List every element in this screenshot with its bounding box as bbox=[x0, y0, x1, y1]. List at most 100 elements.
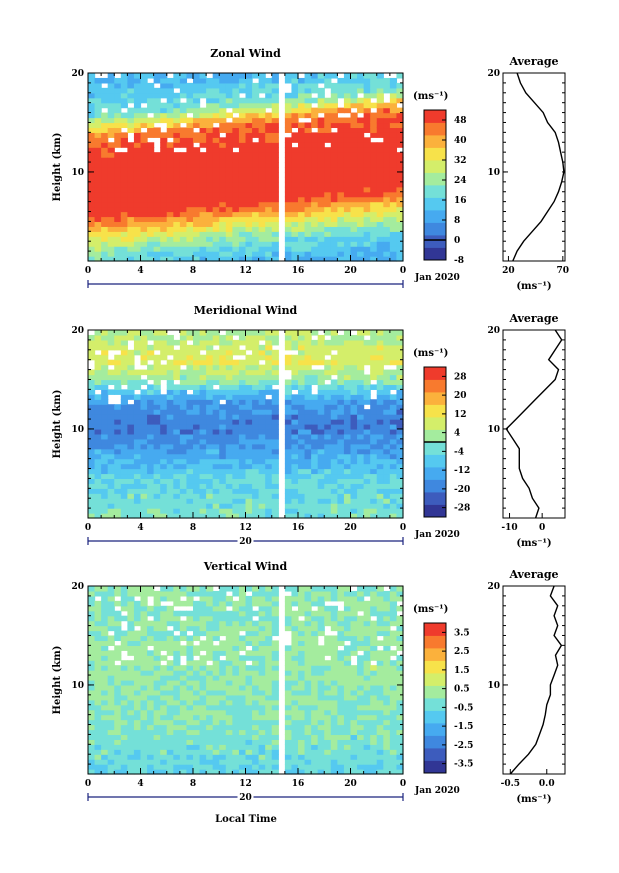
heatmap-cell bbox=[291, 635, 299, 642]
heatmap-cell bbox=[186, 503, 194, 509]
heatmap-cell bbox=[120, 364, 128, 371]
heatmap-cell bbox=[160, 87, 168, 94]
heatmap-cell bbox=[140, 167, 148, 173]
heatmap-cell bbox=[94, 508, 102, 514]
heatmap-cell bbox=[304, 493, 312, 499]
heatmap-cell bbox=[389, 493, 398, 499]
heatmap-cell bbox=[101, 404, 109, 410]
heatmap-cell bbox=[324, 513, 332, 519]
heatmap-cell bbox=[179, 749, 188, 755]
heatmap-cell bbox=[343, 394, 352, 400]
heatmap-cell bbox=[258, 645, 266, 651]
heatmap-cell bbox=[206, 409, 214, 415]
heatmap-cell bbox=[396, 137, 404, 143]
heatmap-cell bbox=[114, 424, 122, 430]
heatmap-cell bbox=[120, 630, 128, 637]
heatmap-cell bbox=[225, 463, 233, 470]
heatmap-cell bbox=[160, 620, 168, 627]
heatmap-cell bbox=[232, 630, 240, 637]
heatmap-cell bbox=[383, 186, 391, 193]
heatmap-cell bbox=[265, 369, 273, 376]
heatmap-cell bbox=[304, 251, 312, 257]
heatmap-cell bbox=[271, 699, 279, 706]
heatmap-cell bbox=[133, 404, 142, 410]
heatmap-cell bbox=[193, 724, 201, 731]
heatmap-cell bbox=[120, 409, 128, 415]
heatmap-cell bbox=[376, 73, 384, 79]
heatmap-cell bbox=[258, 112, 266, 119]
heatmap-cell bbox=[396, 171, 404, 178]
heatmap-cell bbox=[350, 201, 358, 208]
heatmap-cell bbox=[120, 152, 128, 158]
heatmap-cell bbox=[238, 424, 247, 430]
heatmap-cell bbox=[147, 349, 155, 356]
heatmap-cell bbox=[147, 87, 155, 94]
heatmap-cell bbox=[147, 754, 155, 760]
heatmap-cell bbox=[133, 256, 142, 262]
heatmap-cell bbox=[370, 428, 378, 435]
heatmap-cell bbox=[179, 650, 188, 656]
heatmap-cell bbox=[317, 87, 325, 94]
heatmap-cell bbox=[271, 102, 279, 109]
heatmap-cell bbox=[160, 102, 168, 109]
heatmap-cell bbox=[284, 186, 293, 193]
heatmap-cell bbox=[88, 157, 96, 163]
heatmap-cell bbox=[232, 620, 240, 627]
heatmap-cell bbox=[166, 216, 174, 223]
colorbar-segment bbox=[424, 417, 446, 430]
heatmap-cell bbox=[153, 191, 161, 198]
heatmap-cell bbox=[179, 675, 188, 681]
heatmap-cell bbox=[94, 394, 102, 400]
heatmap-cell bbox=[252, 488, 260, 494]
heatmap-cell bbox=[206, 221, 214, 227]
heatmap-cell bbox=[350, 196, 358, 203]
heatmap-cell bbox=[127, 769, 135, 775]
heatmap-cell bbox=[252, 73, 260, 79]
heatmap-cell bbox=[324, 97, 332, 104]
heatmap-cell bbox=[193, 122, 201, 129]
heatmap-cell bbox=[304, 744, 312, 750]
heatmap-cell bbox=[88, 339, 96, 346]
heatmap-cell bbox=[337, 87, 345, 94]
heatmap-cell bbox=[120, 419, 128, 425]
heatmap-cell bbox=[127, 330, 135, 336]
heatmap-cell bbox=[219, 201, 227, 208]
heatmap-cell bbox=[337, 191, 345, 198]
heatmap-cell bbox=[193, 359, 201, 366]
heatmap-cell bbox=[206, 191, 214, 198]
heatmap-cell bbox=[127, 650, 135, 656]
heatmap-cell bbox=[304, 181, 312, 188]
heatmap-cell bbox=[166, 241, 174, 247]
heatmap-cell bbox=[330, 176, 338, 183]
heatmap-cell bbox=[166, 448, 174, 455]
heatmap-cell bbox=[186, 191, 194, 198]
heatmap-cell bbox=[147, 719, 155, 726]
heatmap-cell bbox=[357, 157, 365, 163]
heatmap-cell bbox=[114, 379, 122, 386]
heatmap-cell bbox=[252, 226, 260, 232]
heatmap-cell bbox=[245, 167, 253, 173]
heatmap-cell bbox=[291, 694, 299, 701]
heatmap-cell bbox=[140, 513, 148, 519]
heatmap-cell bbox=[114, 384, 122, 390]
heatmap-cell bbox=[258, 694, 266, 701]
heatmap-cell bbox=[88, 394, 96, 400]
heatmap-cell bbox=[396, 142, 404, 148]
heatmap-cell bbox=[396, 404, 404, 410]
heatmap-cell bbox=[376, 112, 384, 119]
heatmap-cell bbox=[225, 680, 233, 686]
heatmap-cell bbox=[179, 610, 188, 617]
heatmap-cell bbox=[88, 468, 96, 475]
heatmap-cell bbox=[199, 759, 207, 765]
heatmap-cell bbox=[160, 448, 168, 455]
heatmap-cell bbox=[258, 419, 266, 425]
heatmap-cell bbox=[284, 508, 293, 514]
heatmap-cell bbox=[245, 127, 253, 133]
heatmap-cell bbox=[324, 409, 332, 415]
heatmap-cell bbox=[343, 97, 352, 104]
heatmap-cell bbox=[101, 620, 109, 627]
heatmap-cell bbox=[337, 137, 345, 143]
heatmap-cell bbox=[396, 167, 404, 173]
heatmap-cell bbox=[298, 630, 306, 637]
heatmap-cell bbox=[127, 630, 135, 637]
